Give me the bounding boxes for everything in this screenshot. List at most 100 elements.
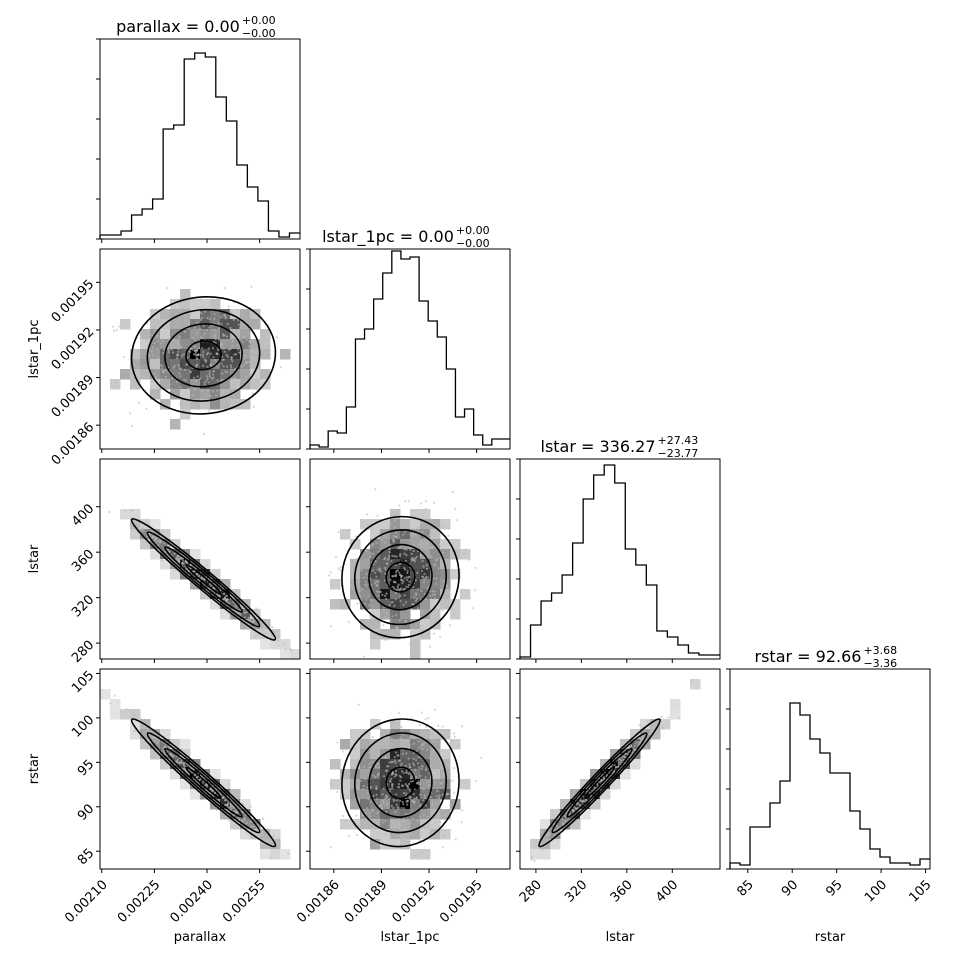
sample-point: [224, 407, 227, 410]
sample-point: [433, 708, 436, 711]
sample-point: [428, 784, 431, 787]
density-cell: [360, 799, 371, 810]
sample-point: [430, 546, 434, 549]
sample-point: [264, 632, 267, 635]
sample-point: [213, 306, 216, 310]
title-label: rstar = 92.66: [755, 647, 862, 666]
density-cell: [440, 779, 451, 790]
density-cell: [180, 389, 191, 400]
sample-point: [389, 632, 393, 635]
density-cell: [240, 339, 251, 350]
sample-point: [418, 724, 421, 727]
sample-point: [179, 375, 182, 378]
sample-point: [237, 612, 240, 615]
sample-point: [427, 576, 430, 579]
density-cell: [160, 529, 171, 540]
sample-point: [355, 814, 358, 817]
sample-point: [433, 780, 436, 783]
density-cell: [430, 789, 441, 800]
sample-point: [398, 504, 401, 507]
sample-point: [382, 606, 385, 609]
panel-frame: [309, 668, 511, 870]
sample-point: [408, 797, 411, 800]
density-cell: [420, 519, 431, 530]
sample-point: [405, 771, 408, 774]
density-cell: [180, 319, 191, 330]
sample-point: [202, 324, 205, 327]
density-cell: [250, 829, 261, 840]
density-cell: [650, 719, 661, 730]
sample-point: [158, 386, 161, 389]
sample-point: [178, 372, 181, 375]
sample-point: [386, 616, 389, 619]
sample-point: [649, 732, 652, 735]
sample-point: [153, 372, 156, 375]
sample-point: [358, 580, 361, 583]
sample-point: [220, 362, 223, 365]
density-cell: [210, 389, 221, 400]
sample-point: [368, 815, 372, 818]
sample-point: [223, 799, 227, 802]
density-cell: [410, 539, 421, 550]
density-cell: [170, 339, 181, 350]
sample-point: [255, 607, 258, 610]
sample-point: [166, 548, 169, 551]
sample-point: [145, 338, 148, 341]
sample-point: [213, 329, 216, 332]
density-cell: [190, 359, 201, 370]
sample-point: [235, 353, 238, 356]
sample-point: [555, 824, 558, 828]
sample-point: [199, 327, 202, 330]
sample-point: [388, 548, 391, 551]
sample-point: [384, 541, 387, 544]
sample-point: [224, 582, 227, 585]
sample-point: [134, 380, 137, 383]
sample-point: [441, 834, 444, 837]
density-cell: [220, 329, 231, 340]
sample-point: [147, 728, 150, 731]
y-axis-label-lstar_1pc: lstar_1pc: [27, 320, 42, 379]
contour-level-2: [566, 747, 633, 818]
sample-point: [227, 783, 230, 786]
sample-point: [628, 746, 631, 749]
sample-point: [170, 377, 173, 380]
sample-point: [183, 768, 186, 771]
histogram-step-lstar: [519, 464, 720, 659]
sample-point: [424, 718, 427, 721]
sample-point: [637, 740, 641, 744]
sample-point: [369, 555, 372, 558]
sample-point: [140, 723, 143, 727]
density-cell: [350, 729, 361, 740]
sample-point: [626, 752, 629, 755]
sample-point: [95, 686, 97, 688]
sample-point: [453, 791, 456, 794]
sample-point: [354, 748, 357, 751]
sample-point: [568, 813, 571, 816]
density-cell: [360, 769, 371, 780]
sample-point: [283, 642, 286, 646]
density-cell: [420, 739, 431, 750]
sample-point: [552, 815, 555, 818]
sample-point: [404, 601, 408, 604]
density-cell: [420, 769, 431, 780]
sample-point: [549, 818, 553, 821]
sample-point: [243, 616, 246, 619]
sample-point: [391, 601, 394, 604]
sample-point: [429, 620, 432, 623]
sample-point: [433, 632, 436, 635]
density-cell: [400, 589, 411, 600]
sample-point: [430, 601, 433, 604]
sample-point: [369, 738, 372, 741]
density-cell: [230, 399, 241, 410]
density-cell: [210, 299, 221, 310]
sample-point: [162, 530, 165, 533]
sample-point: [368, 751, 371, 754]
density-cell: [380, 819, 391, 830]
density-cell: [220, 319, 231, 330]
density-cell: [530, 849, 541, 860]
sample-point: [457, 745, 460, 748]
sample-point: [646, 720, 649, 723]
sample-point: [397, 783, 400, 786]
sample-point: [181, 562, 184, 565]
sample-point: [419, 554, 422, 557]
